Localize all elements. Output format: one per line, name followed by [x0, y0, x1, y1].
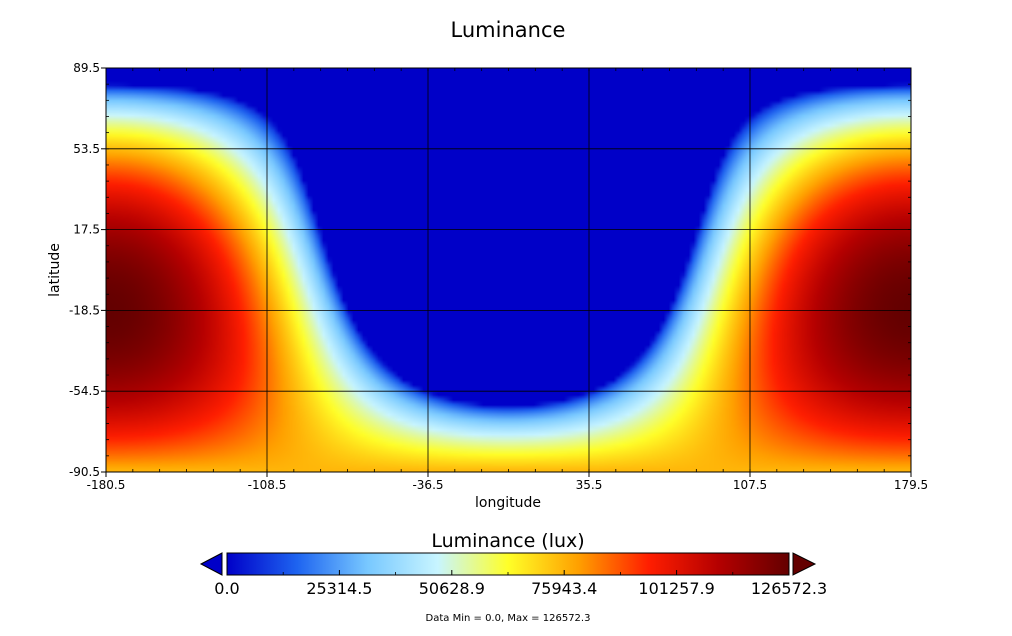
colorbar-tick-label: 126572.3 [751, 579, 827, 598]
x-tick-label: -36.5 [412, 478, 443, 492]
y-axis-label: latitude [47, 243, 63, 297]
heatmap-plot-area [106, 68, 911, 472]
x-tick-label: 179.5 [894, 478, 928, 492]
plot-frame [105, 67, 912, 473]
x-tick-label: -180.5 [87, 478, 126, 492]
x-tick-label: 107.5 [733, 478, 767, 492]
colorbar-max-extend-arrow [792, 552, 817, 576]
colorbar-tick-label: 25314.5 [306, 579, 372, 598]
grid-lines [106, 68, 911, 472]
y-axis-ticks: 89.5 53.5 17.5 -18.5 -54.5 -90.5 [69, 61, 911, 479]
colorbar-min-extend-arrow [199, 552, 223, 576]
colorbar-tick-label: 0.0 [214, 579, 239, 598]
x-axis-label: longitude [475, 495, 541, 511]
y-tick-label: 89.5 [73, 61, 100, 75]
y-tick-label: -18.5 [69, 303, 100, 317]
x-tick-label: 35.5 [576, 478, 603, 492]
colorbar-tick-label: 50628.9 [419, 579, 485, 598]
data-min-max-footer: Data Min = 0.0, Max = 126572.3 [426, 613, 591, 624]
colorbar-tick-label: 75943.4 [531, 579, 597, 598]
y-tick-label: -54.5 [69, 384, 100, 398]
colorbar-tick-label: 101257.9 [638, 579, 714, 598]
x-tick-label: -108.5 [248, 478, 287, 492]
colorbar-title: Luminance (lux) [431, 530, 584, 552]
heatmap-image [106, 68, 911, 472]
y-tick-label: 17.5 [73, 223, 100, 237]
chart-title: Luminance [451, 18, 566, 42]
y-tick-label: 53.5 [73, 142, 100, 156]
y-tick-label: -90.5 [69, 465, 100, 479]
x-axis-ticks: -180.5 -108.5 -36.5 35.5 107.5 179.5 [87, 68, 928, 492]
colorbar-ticks: 0.0 25314.5 50628.9 75943.4 101257.9 126572.3 [214, 570, 827, 598]
colorbar [226, 552, 790, 576]
